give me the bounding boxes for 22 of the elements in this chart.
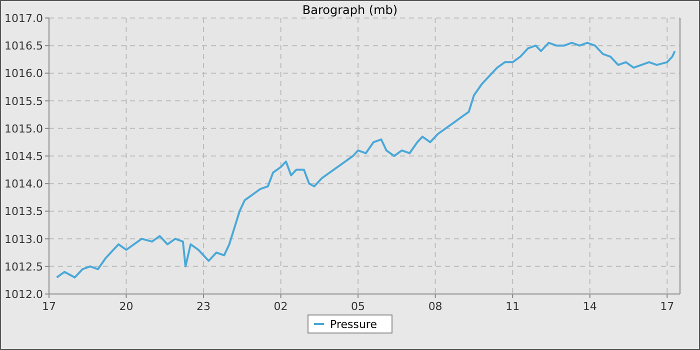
x-tick-label: 17 [660,300,674,313]
x-tick-label: 05 [351,300,366,313]
y-tick-label: 1016.0 [4,67,43,80]
x-tick-label: 08 [428,300,442,313]
x-tick-label: 14 [582,300,597,313]
y-tick-label: 1014.0 [4,178,43,191]
x-tick-label: 17 [42,300,56,313]
y-tick-label: 1016.5 [4,40,43,53]
x-tick-label: 20 [119,300,134,313]
y-tick-label: 1012.0 [4,288,43,301]
x-tick-label: 11 [506,300,520,313]
y-tick-label: 1017.0 [4,12,43,25]
y-tick-label: 1013.5 [4,205,43,218]
legend-label: Pressure [330,318,378,331]
y-tick-label: 1015.5 [4,94,43,108]
chart-title: Barograph (mb) [302,3,398,17]
y-tick-label: 1015.0 [4,122,43,136]
y-tick-label: 1014.5 [4,150,43,163]
y-tick-label: 1012.5 [4,260,43,274]
y-tick-label: 1013.0 [4,232,43,246]
x-tick-label: 23 [196,300,211,313]
x-tick-label: 02 [274,300,288,313]
